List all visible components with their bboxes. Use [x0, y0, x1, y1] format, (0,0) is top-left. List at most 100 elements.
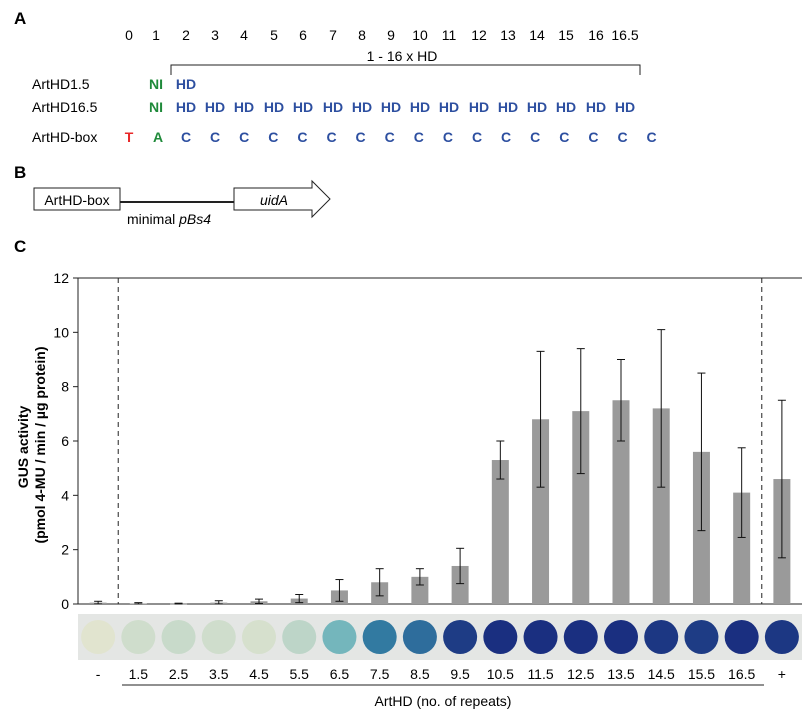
position-number: 5 [270, 27, 278, 43]
y-tick-label: 6 [61, 433, 69, 449]
y-tick-label: 2 [61, 542, 69, 558]
bar [491, 460, 509, 604]
box-base: C [617, 129, 627, 145]
box-base: C [501, 129, 511, 145]
x-tick-labels: - 1.5 2.5 3.5 4.5 5.5 6.5 7.5 8.5 9.5 10.5 11.5 12.5… [96, 666, 786, 682]
box-base: C [443, 129, 453, 145]
position-number: 16.5 [611, 27, 638, 43]
box-base: A [153, 129, 163, 145]
position-number: 6 [299, 27, 307, 43]
box-base: C [414, 129, 424, 145]
x-tick-label: 8.5 [410, 666, 430, 682]
tale-name: ArtHD16.5 [32, 99, 98, 115]
position-number: 4 [240, 27, 248, 43]
stain-well [121, 620, 156, 654]
bar [612, 400, 630, 604]
x-tick-label: 16.5 [728, 666, 755, 682]
bar [451, 565, 469, 604]
position-number: 8 [358, 27, 366, 43]
rvd-ni: NI [149, 76, 163, 92]
promoter-label: minimal pBs4 [127, 211, 211, 227]
box-base: C [559, 129, 569, 145]
bar [733, 492, 751, 604]
rvd-hd: HD [469, 99, 489, 115]
stain-well [523, 620, 558, 654]
y-tick-label: 10 [53, 324, 69, 340]
stain-well [724, 620, 759, 654]
box-base: C [385, 129, 395, 145]
x-tick-label: 1.5 [129, 666, 149, 682]
stain-well [604, 620, 638, 654]
bar [411, 576, 429, 604]
x-tick-label: + [778, 666, 786, 682]
y-tick-label: 0 [61, 596, 69, 612]
rvd-hd: HD [205, 99, 225, 115]
bracket-label: 1 - 16 x HD [367, 48, 438, 64]
bar [572, 411, 590, 604]
box-base: C [588, 129, 598, 145]
position-number: 7 [329, 27, 337, 43]
rvd-hd: HD [352, 99, 372, 115]
stain-well [242, 620, 276, 654]
uida-arrow [233, 179, 331, 219]
gus-bar-chart: 0 2 4 6 8 10 12 [53, 270, 802, 612]
rvd-hd: HD [176, 99, 196, 115]
panel-a-label: A [14, 9, 26, 28]
box-base: C [326, 129, 336, 145]
rvd-hd: HD [381, 99, 401, 115]
stain-strip [78, 614, 802, 660]
position-number: 0 [125, 27, 133, 43]
box-base: C [268, 129, 278, 145]
rvd-hd: HD [234, 99, 254, 115]
reporter-construct: ArtHD-box minimal pBs4 uidA [33, 179, 331, 227]
stain-well [81, 620, 116, 654]
x-tick-label: 12.5 [567, 666, 594, 682]
x-tick-label: 15.5 [688, 666, 715, 682]
stain-well [322, 620, 357, 654]
stain-well [644, 620, 679, 654]
box-base: C [356, 129, 366, 145]
box-base: C [210, 129, 220, 145]
x-axis-title: ArtHD (no. of repeats) [375, 693, 512, 709]
position-numbers: 0 1 2 3 4 5 6 7 8 9 10 11 12 13 14 15 16 16.5 [125, 27, 639, 43]
stain-well [764, 620, 799, 654]
bar [652, 408, 670, 604]
rvd-hd: HD [293, 99, 313, 115]
rvd-hd: HD [439, 99, 459, 115]
position-number: 13 [500, 27, 516, 43]
position-number: 2 [182, 27, 190, 43]
tale-rows: ArtHD1.5 NI HD ArtHD16.5 NI HD HD HD HD HD HD HD HD H… [32, 76, 657, 145]
stain-well [161, 620, 196, 654]
x-tick-label: 10.5 [487, 666, 514, 682]
stain-well [201, 620, 236, 654]
x-tick-label: 6.5 [330, 666, 350, 682]
uida-label: uidA [260, 192, 288, 208]
y-axis-title-line2: (pmol 4-MU / min / µg protein) [32, 346, 48, 543]
arthd-box-rect [33, 187, 121, 211]
stain-wells [81, 620, 799, 654]
stain-well [282, 620, 317, 654]
rvd-hd: HD [410, 99, 430, 115]
x-tick-label: 9.5 [450, 666, 470, 682]
x-tick-label: 4.5 [249, 666, 269, 682]
y-axis-title-line1: GUS activity [15, 405, 31, 488]
stain-well [483, 620, 518, 654]
position-number: 3 [211, 27, 219, 43]
rvd-hd: HD [323, 99, 343, 115]
box-base: C [530, 129, 540, 145]
rvd-hd: HD [586, 99, 606, 115]
position-number: 14 [529, 27, 545, 43]
promoter-name: pBs4 [178, 211, 211, 227]
position-number: 11 [442, 27, 457, 43]
rvd-ni: NI [149, 99, 163, 115]
promoter-prefix: minimal [127, 211, 179, 227]
rvd-hd: HD [527, 99, 547, 115]
box-row-name: ArtHD-box [32, 129, 97, 145]
y-tick-label: 12 [53, 270, 69, 286]
box-base: C [647, 129, 657, 145]
panel-b-label: B [14, 163, 26, 182]
x-tick-label: 2.5 [169, 666, 189, 682]
position-number: 12 [471, 27, 487, 43]
x-tick-label: 7.5 [370, 666, 390, 682]
